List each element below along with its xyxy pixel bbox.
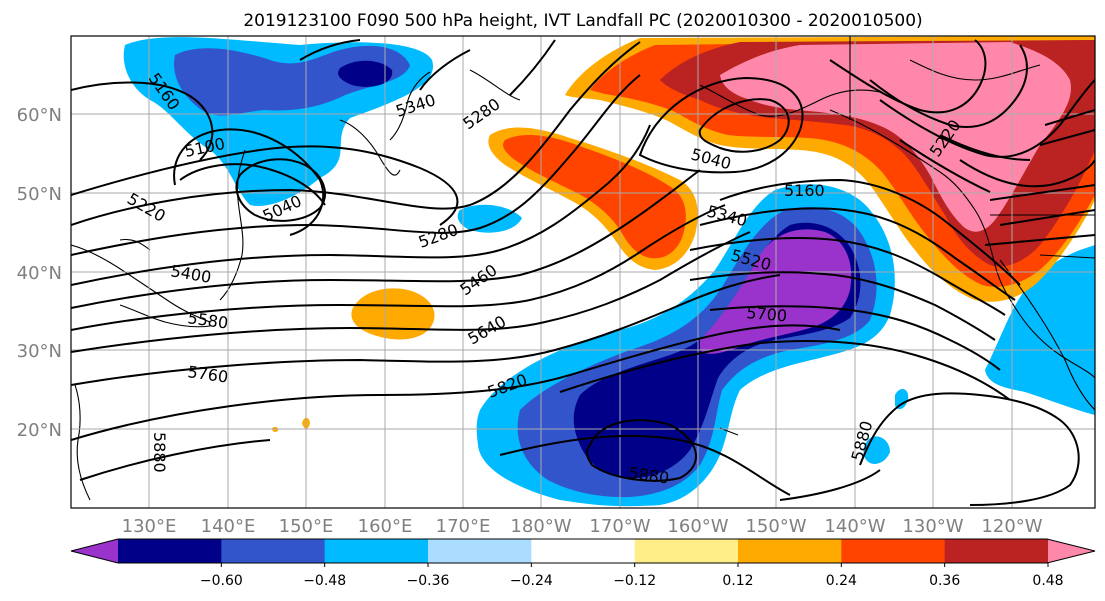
colorbar-cell — [1048, 539, 1095, 563]
lon-label: 130°E — [122, 516, 177, 537]
colorbar-cell — [428, 539, 532, 563]
lat-label: 30°N — [17, 341, 62, 362]
colorbar-cell — [324, 539, 429, 563]
colorbar-tick-label: −0.12 — [613, 573, 656, 589]
lon-label: 140°E — [201, 516, 256, 537]
latitude-labels: 60°N 50°N 40°N 30°N 20°N — [17, 105, 62, 441]
colorbar-cells — [71, 539, 1095, 563]
colorbar-tick-label: −0.60 — [200, 573, 243, 589]
colorbar-tick-labels: −0.60 −0.48 −0.36 −0.24 −0.12 0.12 0.24 0.36 0.4… — [200, 563, 1064, 589]
colorbar-tick-label: 0.48 — [1032, 573, 1063, 589]
lon-label: 150°E — [279, 516, 334, 537]
lon-label: 160°W — [667, 516, 728, 537]
lon-label: 180°W — [510, 516, 571, 537]
coastlines — [71, 36, 1095, 501]
colorbar-tick-label: −0.36 — [407, 573, 450, 589]
colorbar: −0.60 −0.48 −0.36 −0.24 −0.12 0.12 0.24 0.36 0.4… — [70, 538, 1096, 589]
figure-title: 2019123100 F090 500 hPa height, IVT Land… — [243, 11, 922, 31]
lon-label: 130°W — [902, 516, 963, 537]
contour-label: 5700 — [746, 303, 788, 325]
longitude-labels: 130°E 140°E 150°E 160°E 170°E 180°W 170°… — [122, 516, 1043, 537]
lon-label: 120°W — [981, 516, 1042, 537]
negative-anomaly-fields — [123, 37, 1095, 507]
colorbar-cell — [71, 539, 118, 563]
lon-label: 170°E — [436, 516, 491, 537]
map-panel: 5160 5100 5220 5040 5400 5580 5760 5880 … — [71, 36, 1095, 508]
lat-label: 20°N — [17, 420, 62, 441]
contour-label: 5160 — [784, 181, 825, 200]
colorbar-tick-label: 0.12 — [722, 573, 753, 589]
colorbar-outline — [70, 538, 1096, 564]
lon-label: 140°W — [824, 516, 885, 537]
height-contours — [71, 39, 1095, 506]
colorbar-cell — [221, 539, 326, 563]
lat-label: 60°N — [17, 105, 62, 126]
lon-label: 150°W — [745, 516, 806, 537]
contour-label: 5880 — [150, 432, 169, 473]
colorbar-cell — [118, 539, 222, 563]
colorbar-cell — [738, 539, 842, 563]
colorbar-cell — [531, 539, 636, 563]
colorbar-cell — [841, 539, 946, 563]
lat-label: 40°N — [17, 263, 62, 284]
colorbar-tick-label: 0.36 — [929, 573, 960, 589]
positive-anomaly-fields — [272, 36, 1095, 432]
lon-label: 170°W — [589, 516, 650, 537]
colorbar-cell — [634, 539, 739, 563]
lat-label: 50°N — [17, 184, 62, 205]
colorbar-tick-label: 0.24 — [826, 573, 857, 589]
lon-label: 160°E — [358, 516, 413, 537]
colorbar-tick-label: −0.24 — [510, 573, 553, 589]
colorbar-tick-label: −0.48 — [303, 573, 346, 589]
colorbar-cell — [944, 539, 1049, 563]
map-frame — [70, 35, 1096, 509]
